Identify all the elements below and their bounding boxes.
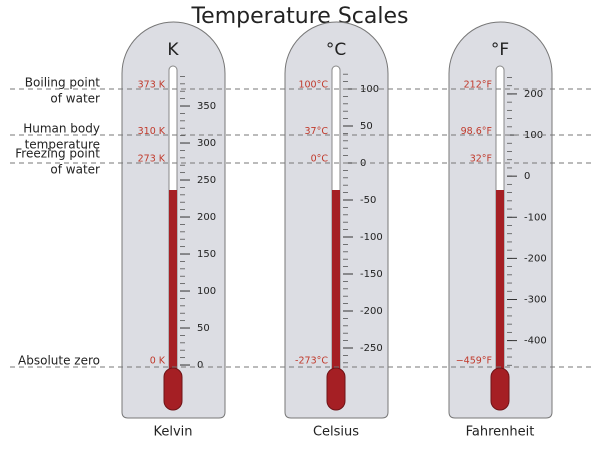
mercury	[496, 190, 504, 380]
scale-symbol: K	[167, 40, 179, 60]
tick-label: 300	[197, 138, 216, 149]
tick-label: 250	[197, 175, 216, 186]
reference-label: temperature	[25, 138, 100, 152]
bulb	[490, 367, 510, 411]
tick-label: 100	[197, 286, 216, 297]
tick-label: 200	[524, 89, 543, 100]
tick-label: 0	[524, 171, 530, 182]
bulb	[163, 367, 183, 411]
reference-label: Absolute zero	[18, 354, 100, 368]
tick-label: -200	[360, 306, 383, 317]
marker-label: 212°F	[464, 80, 492, 91]
reference-label: Boiling point	[25, 76, 101, 90]
marker-label: 273 K	[138, 154, 166, 165]
reference-label: Human body	[23, 122, 100, 136]
scale-name: Fahrenheit	[466, 425, 535, 440]
title: Temperature Scales	[190, 4, 408, 29]
reference-label: of water	[50, 92, 100, 106]
tick-label: -100	[360, 232, 383, 243]
marker-label: 0 K	[150, 356, 166, 367]
tick-label: -100	[524, 212, 547, 223]
tick-label: 50	[360, 121, 373, 132]
bulb	[326, 367, 346, 411]
mercury	[169, 190, 177, 380]
tick-label: 100	[524, 130, 543, 141]
marker-label: 32°F	[470, 154, 492, 165]
marker-label: -273°C	[295, 356, 328, 367]
tick-label: 350	[197, 101, 216, 112]
tick-label: 200	[197, 212, 216, 223]
marker-label: 100°C	[298, 80, 328, 91]
reference-label: Freezing point	[15, 147, 100, 161]
scale-symbol: °F	[491, 40, 509, 60]
tick-label: 100	[360, 84, 379, 95]
reference-label: of water	[50, 163, 100, 177]
tick-label: -150	[360, 269, 383, 280]
scale-symbol: °C	[326, 40, 346, 60]
marker-label: −459°F	[456, 355, 492, 366]
tick-label: -250	[360, 343, 383, 354]
mercury	[332, 190, 340, 380]
marker-label: 98.6°F	[461, 126, 492, 137]
tick-label: 150	[197, 249, 216, 260]
marker-label: 310 K	[138, 126, 166, 137]
scale-name: Kelvin	[153, 425, 192, 440]
tick-label: 0	[197, 360, 203, 371]
marker-label: 37°C	[305, 126, 329, 137]
tick-label: -200	[524, 253, 547, 264]
marker-label: 0°C	[311, 154, 329, 165]
tick-label: -50	[360, 195, 376, 206]
tick-label: -400	[524, 336, 547, 347]
marker-label: 373 K	[138, 80, 166, 91]
tick-label: 50	[197, 323, 210, 334]
scale-name: Celsius	[313, 425, 359, 440]
tick-label: -300	[524, 294, 547, 305]
